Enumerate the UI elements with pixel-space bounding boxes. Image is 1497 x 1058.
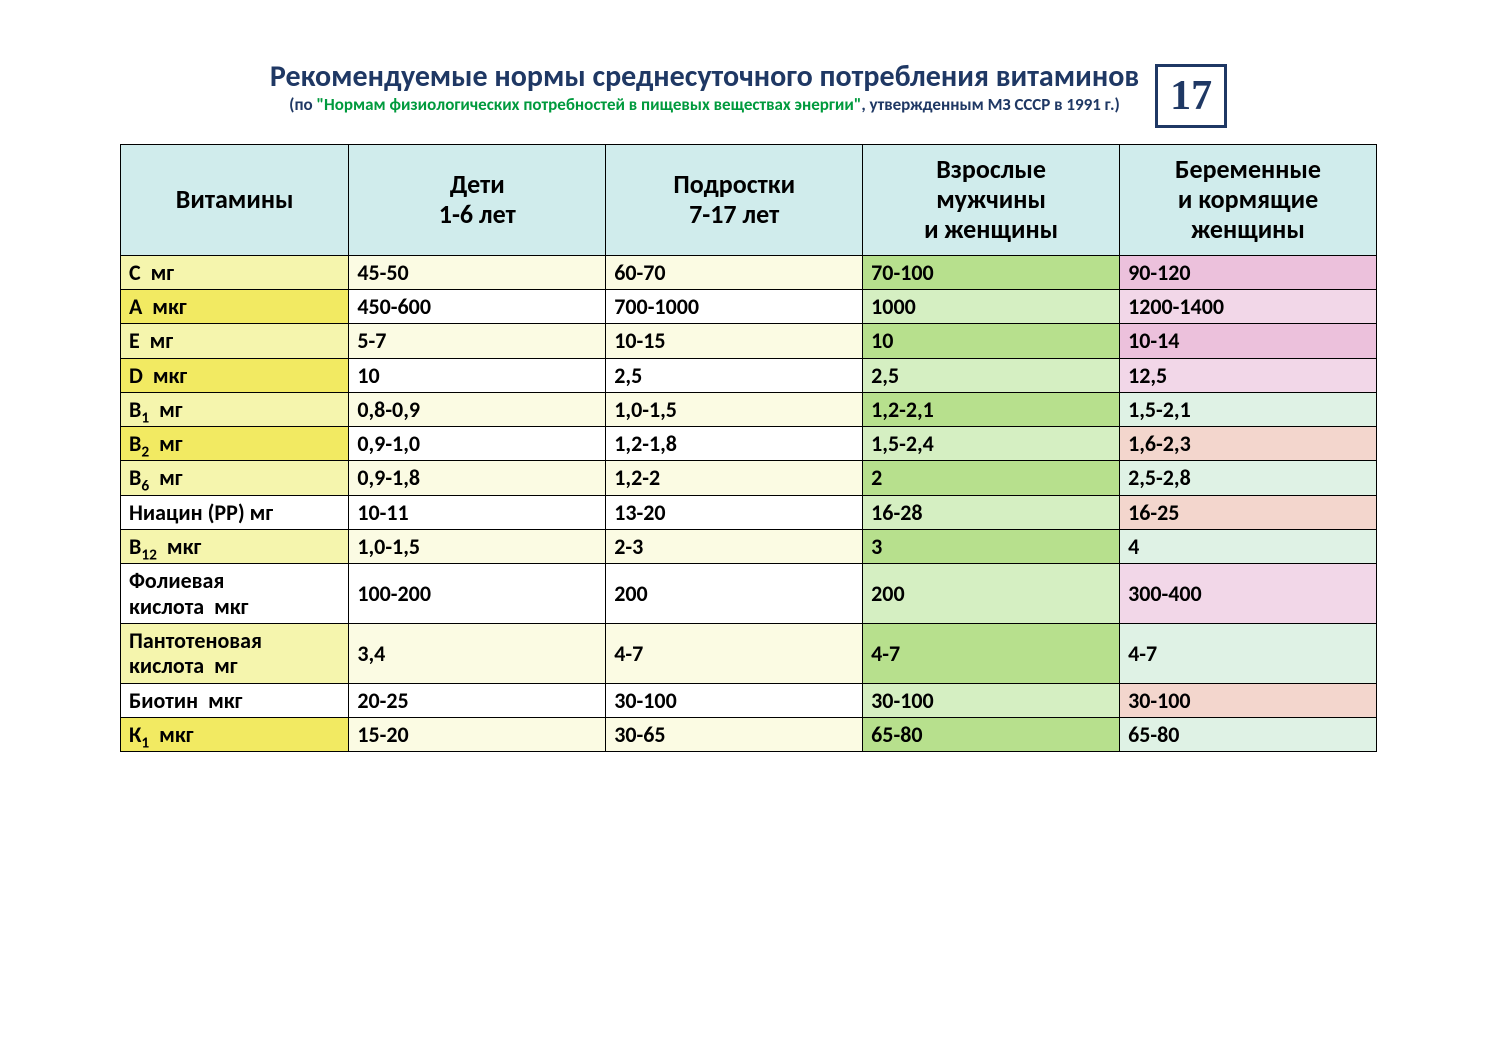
vitamin-name-cell: A мкг (121, 289, 349, 323)
value-cell: 0,9-1,0 (349, 427, 606, 461)
column-header: Дети1-6 лет (349, 145, 606, 256)
value-cell: 2,5 (606, 358, 863, 392)
header-row: ВитаминыДети1-6 летПодростки7-17 летВзро… (121, 145, 1377, 256)
value-cell: 200 (606, 564, 863, 624)
value-cell: 1,0-1,5 (349, 530, 606, 564)
value-cell: 700-1000 (606, 289, 863, 323)
subtitle-green: "Нормам физиологических потребностей в п… (317, 94, 862, 115)
subtitle-prefix: (по (289, 94, 316, 115)
table-row: B6 мг0,9-1,81,2-222,5-2,8 (121, 461, 1377, 495)
value-cell: 30-100 (863, 683, 1120, 717)
page-title: Рекомендуемые нормы среднесуточного потр… (270, 60, 1139, 93)
value-cell: 3,4 (349, 623, 606, 683)
vitamin-name-cell: Ниацин (РР) мг (121, 495, 349, 529)
table-row: A мкг450-600700-100010001200-1400 (121, 289, 1377, 323)
value-cell: 90-120 (1120, 255, 1377, 289)
table-row: B2 мг0,9-1,01,2-1,81,5-2,41,6-2,3 (121, 427, 1377, 461)
value-cell: 2 (863, 461, 1120, 495)
column-header: Взрослыемужчиныи женщины (863, 145, 1120, 256)
vitamin-name-cell: Пантотеновая кислота мг (121, 623, 349, 683)
value-cell: 2,5 (863, 358, 1120, 392)
vitamin-name-cell: E мг (121, 324, 349, 358)
table-row: Фолиевая кислота мкг100-200200200300-400 (121, 564, 1377, 624)
table-row: B1 мг0,8-0,91,0-1,51,2-2,11,5-2,1 (121, 392, 1377, 426)
vitamin-name-cell: D мкг (121, 358, 349, 392)
vitamin-table: ВитаминыДети1-6 летПодростки7-17 летВзро… (120, 144, 1377, 752)
value-cell: 1000 (863, 289, 1120, 323)
vitamin-name-cell: B1 мг (121, 392, 349, 426)
table-row: Биотин мкг20-2530-10030-10030-100 (121, 683, 1377, 717)
table-row: Ниацин (РР) мг10-1113-2016-2816-25 (121, 495, 1377, 529)
value-cell: 4-7 (863, 623, 1120, 683)
vitamin-name-cell: Биотин мкг (121, 683, 349, 717)
value-cell: 1,5-2,4 (863, 427, 1120, 461)
slide: Рекомендуемые нормы среднесуточного потр… (0, 0, 1497, 1058)
value-cell: 10-14 (1120, 324, 1377, 358)
value-cell: 65-80 (863, 717, 1120, 751)
value-cell: 16-25 (1120, 495, 1377, 529)
page-number-badge: 17 (1155, 64, 1227, 128)
subtitle-suffix: , утвержденным МЗ СССР в 1991 г.) (861, 94, 1120, 115)
value-cell: 5-7 (349, 324, 606, 358)
vitamin-name-cell: Фолиевая кислота мкг (121, 564, 349, 624)
heading-block: Рекомендуемые нормы среднесуточного потр… (120, 60, 1377, 128)
table-row: К1 мкг15-2030-6565-8065-80 (121, 717, 1377, 751)
value-cell: 1,5-2,1 (1120, 392, 1377, 426)
value-cell: 12,5 (1120, 358, 1377, 392)
value-cell: 0,9-1,8 (349, 461, 606, 495)
value-cell: 10-11 (349, 495, 606, 529)
heading-text: Рекомендуемые нормы среднесуточного потр… (270, 60, 1139, 115)
table-body: C мг45-5060-7070-10090-120A мкг450-60070… (121, 255, 1377, 751)
value-cell: 1,2-2 (606, 461, 863, 495)
value-cell: 3 (863, 530, 1120, 564)
table-head: ВитаминыДети1-6 летПодростки7-17 летВзро… (121, 145, 1377, 256)
table-row: D мкг102,52,512,5 (121, 358, 1377, 392)
value-cell: 0,8-0,9 (349, 392, 606, 426)
value-cell: 100-200 (349, 564, 606, 624)
table-row: Пантотеновая кислота мг3,44-74-74-7 (121, 623, 1377, 683)
value-cell: 45-50 (349, 255, 606, 289)
value-cell: 2,5-2,8 (1120, 461, 1377, 495)
value-cell: 20-25 (349, 683, 606, 717)
table-row: B12 мкг1,0-1,52-334 (121, 530, 1377, 564)
value-cell: 300-400 (1120, 564, 1377, 624)
value-cell: 200 (863, 564, 1120, 624)
value-cell: 30-65 (606, 717, 863, 751)
column-header: Подростки7-17 лет (606, 145, 863, 256)
vitamin-name-cell: B12 мкг (121, 530, 349, 564)
value-cell: 1,6-2,3 (1120, 427, 1377, 461)
value-cell: 65-80 (1120, 717, 1377, 751)
value-cell: 1,0-1,5 (606, 392, 863, 426)
vitamin-name-cell: B6 мг (121, 461, 349, 495)
value-cell: 2-3 (606, 530, 863, 564)
value-cell: 30-100 (606, 683, 863, 717)
value-cell: 4 (1120, 530, 1377, 564)
column-header: Витамины (121, 145, 349, 256)
value-cell: 10 (863, 324, 1120, 358)
value-cell: 60-70 (606, 255, 863, 289)
value-cell: 15-20 (349, 717, 606, 751)
value-cell: 4-7 (606, 623, 863, 683)
vitamin-name-cell: К1 мкг (121, 717, 349, 751)
value-cell: 70-100 (863, 255, 1120, 289)
value-cell: 4-7 (1120, 623, 1377, 683)
value-cell: 10-15 (606, 324, 863, 358)
value-cell: 1,2-1,8 (606, 427, 863, 461)
table-row: C мг45-5060-7070-10090-120 (121, 255, 1377, 289)
value-cell: 1200-1400 (1120, 289, 1377, 323)
vitamin-name-cell: C мг (121, 255, 349, 289)
value-cell: 450-600 (349, 289, 606, 323)
value-cell: 13-20 (606, 495, 863, 529)
column-header: Беременныеи кормящиеженщины (1120, 145, 1377, 256)
value-cell: 1,2-2,1 (863, 392, 1120, 426)
value-cell: 16-28 (863, 495, 1120, 529)
page-subtitle: (по "Нормам физиологических потребностей… (270, 95, 1139, 115)
vitamin-name-cell: B2 мг (121, 427, 349, 461)
table-row: E мг5-710-151010-14 (121, 324, 1377, 358)
value-cell: 30-100 (1120, 683, 1377, 717)
value-cell: 10 (349, 358, 606, 392)
